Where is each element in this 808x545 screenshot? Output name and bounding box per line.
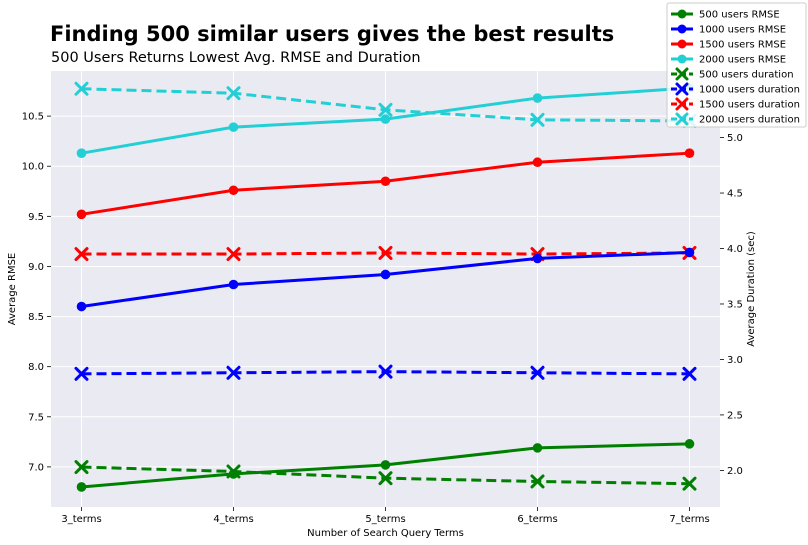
chart-subtitle: 500 Users Returns Lowest Avg. RMSE and D…: [51, 50, 421, 66]
1000-users-duration-point: [682, 366, 697, 381]
1500-users-RMSE-point: [228, 185, 239, 196]
legend-label: 500 users duration: [699, 70, 794, 81]
legend-label: 1000 users duration: [699, 85, 800, 96]
legend-item-2000-users-RMSE: 2000 users RMSE: [671, 54, 786, 66]
2000-users-duration-point: [530, 112, 545, 127]
2000-users-duration-point: [378, 102, 393, 117]
chart-title: Finding 500 similar users gives the best…: [50, 22, 614, 46]
legend-label: 2000 users duration: [699, 115, 800, 126]
legend-swatch-marker: [677, 39, 687, 49]
1500-users-duration-point: [74, 247, 89, 262]
legend-label: 1500 users RMSE: [699, 40, 786, 51]
y-right-tick-labels: 2.0 2.5 3.0 3.5 4.0 4.5 5.0: [720, 133, 743, 477]
legend-swatch-marker: [675, 97, 689, 111]
1000-users-RMSE-point: [532, 253, 543, 264]
1000-users-duration-point: [530, 365, 545, 380]
y-left-tick-label: 7.0: [28, 462, 44, 473]
x-tick-label: 7_terms: [669, 514, 709, 525]
500-users-RMSE-point: [380, 460, 391, 470]
2000-users-RMSE-point: [228, 122, 239, 132]
1000-users-duration-point: [74, 366, 89, 381]
500-users-RMSE-point: [228, 469, 239, 479]
legend-swatch-marker: [677, 9, 687, 19]
legend-swatch-marker: [675, 112, 689, 126]
2000-users-RMSE-point: [532, 93, 543, 103]
1500-users-duration-point: [378, 245, 393, 260]
legend-item-1500-users-RMSE: 1500 users RMSE: [671, 39, 786, 51]
500-users-RMSE-point: [76, 482, 87, 492]
legend-label: 1000 users RMSE: [699, 25, 786, 36]
x-tick-label: 5_terms: [365, 514, 405, 525]
500-users-duration-point: [682, 476, 697, 491]
1500-users-RMSE-point: [380, 176, 391, 187]
y-left-tick-label: 10.5: [22, 112, 44, 123]
x-axis-label: Number of Search Query Terms: [307, 528, 464, 539]
legend-item-1500-users-duration: 1500 users duration: [671, 97, 800, 111]
1500-users-RMSE-point: [76, 209, 87, 220]
y-left-tick-label: 10.0: [22, 162, 44, 173]
legend-swatch-marker: [675, 67, 689, 81]
y-right-tick-label: 3.0: [727, 355, 743, 366]
1500-users-duration-point: [226, 247, 241, 262]
y-right-tick-label: 5.0: [727, 133, 743, 144]
y-right-tick-label: 4.0: [727, 244, 743, 255]
500-users-RMSE-point: [532, 443, 543, 453]
500-users-duration-point: [74, 460, 89, 475]
1000-users-duration-point: [226, 365, 241, 380]
y-left-tick-label: 9.0: [28, 262, 44, 273]
2000-users-RMSE-point: [76, 148, 87, 158]
legend-label: 500 users RMSE: [699, 10, 780, 21]
legend-swatch-marker: [677, 24, 687, 34]
y-axis-left-label: Average RMSE: [7, 253, 18, 326]
y-right-tick-label: 3.5: [727, 299, 743, 310]
x-tick-label: 4_terms: [213, 514, 253, 525]
500-users-duration-point: [530, 474, 545, 489]
legend-item-500-users-duration: 500 users duration: [671, 67, 794, 81]
1000-users-RMSE-point: [76, 301, 87, 312]
legend-item-1000-users-RMSE: 1000 users RMSE: [671, 24, 786, 36]
y-left-tick-labels: 7.0 7.5 8.0 8.5 9.0 9.5 10.0 10.5: [22, 112, 51, 473]
1000-users-RMSE-point: [228, 279, 239, 290]
y-right-tick-label: 2.0: [727, 466, 743, 477]
y-left-tick-label: 8.5: [28, 312, 44, 323]
2000-users-duration-point: [226, 86, 241, 101]
y-right-tick-label: 4.5: [727, 189, 743, 200]
legend-swatch-marker: [677, 54, 687, 64]
legend-swatch-marker: [675, 82, 689, 96]
500-users-duration-point: [378, 471, 393, 486]
2000-users-duration-point: [74, 81, 89, 96]
legend-box: [666, 2, 807, 128]
1000-users-RMSE-point: [684, 247, 695, 258]
legend-label: 1500 users duration: [699, 100, 800, 111]
legend-item-1000-users-duration: 1000 users duration: [671, 82, 800, 96]
y-axis-right-label: Average Duration (sec): [746, 231, 757, 347]
legend-label: 2000 users RMSE: [699, 55, 786, 66]
x-tick-label: 3_terms: [61, 514, 101, 525]
1500-users-RMSE-point: [684, 148, 695, 158]
y-left-tick-label: 7.5: [28, 412, 44, 423]
legend-item-500-users-RMSE: 500 users RMSE: [671, 9, 780, 21]
y-left-tick-label: 9.5: [28, 212, 44, 223]
y-left-tick-label: 8.0: [28, 362, 44, 373]
2000-users-RMSE-point: [380, 114, 391, 124]
x-tick-labels: 3_terms 4_terms 5_terms 6_terms 7_terms: [61, 507, 710, 525]
1000-users-duration-point: [378, 364, 393, 379]
legend-item-2000-users-duration: 2000 users duration: [671, 112, 800, 126]
y-right-tick-label: 2.5: [727, 410, 743, 421]
series-lines: [74, 81, 697, 492]
legend: 500 users RMSE 1000 users RMSE 1500 users …: [666, 2, 807, 128]
1000-users-RMSE-point: [380, 269, 391, 280]
1500-users-RMSE-point: [532, 157, 543, 168]
500-users-RMSE-point: [684, 439, 695, 449]
x-tick-label: 6_terms: [517, 514, 557, 525]
